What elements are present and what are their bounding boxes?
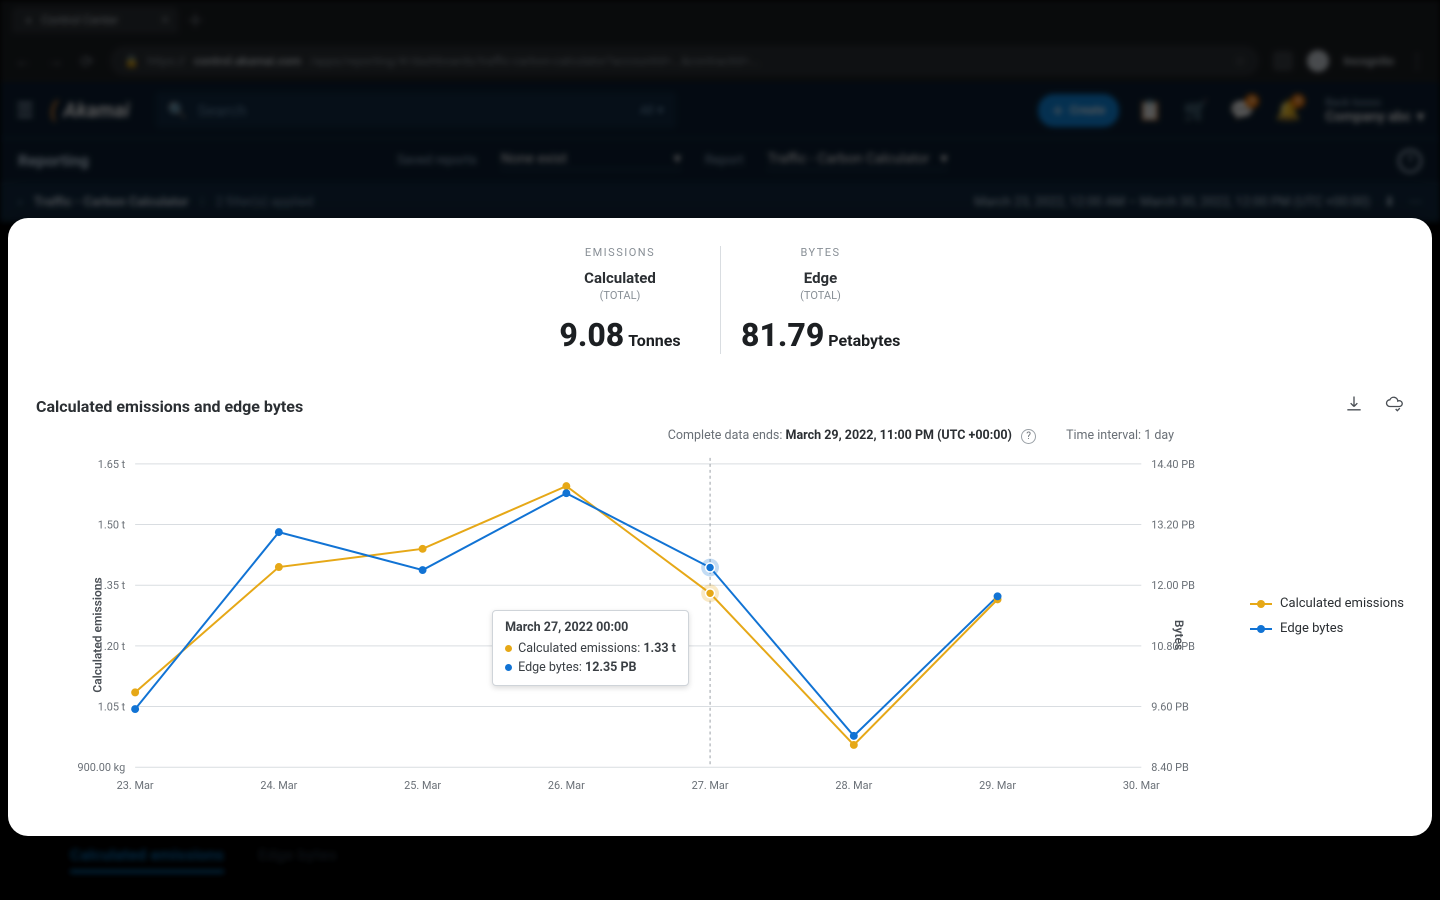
svg-text:25. Mar: 25. Mar [404, 779, 441, 792]
report-modal: EMISSIONS Calculated (TOTAL) 9.08Tonnes … [8, 218, 1432, 836]
svg-text:26. Mar: 26. Mar [548, 779, 585, 792]
svg-text:14.40 PB: 14.40 PB [1151, 458, 1195, 471]
download-icon[interactable]: ⬇ [1384, 195, 1395, 210]
cart-icon[interactable]: 🛒 [1181, 98, 1211, 122]
svg-text:1.65 t: 1.65 t [98, 458, 126, 471]
app-header: ☰ (Akamai 🔍 Search All▾ ＋Create 📋 🛒 💬● 🔔… [0, 82, 1440, 138]
refresh-cloud-icon[interactable] [1384, 394, 1404, 418]
browser-tab[interactable]: ◐Control Center✕ [12, 7, 178, 33]
tab-calculated-emissions[interactable]: Calculated emissions [70, 845, 224, 873]
svg-text:8.40 PB: 8.40 PB [1151, 761, 1189, 774]
svg-text:28. Mar: 28. Mar [835, 779, 872, 792]
svg-text:1.50 t: 1.50 t [98, 519, 126, 532]
brand-logo[interactable]: (Akamai [50, 98, 130, 123]
legend-item-bytes[interactable]: Edge bytes [1250, 621, 1404, 636]
svg-text:10.80 PB: 10.80 PB [1151, 640, 1195, 653]
svg-text:13.20 PB: 13.20 PB [1151, 519, 1195, 532]
search-icon: 🔍 [168, 101, 188, 120]
report-crumb-row: ‹ Traffic - Carbon Calculator | 2 filter… [0, 182, 1440, 222]
svg-text:24. Mar: 24. Mar [260, 779, 297, 792]
filters-link[interactable]: 2 filter(s) applied [216, 195, 314, 210]
lock-icon: 🔒 [124, 54, 139, 68]
svg-text:1.35 t: 1.35 t [98, 579, 126, 592]
svg-text:12.00 PB: 12.00 PB [1151, 579, 1195, 592]
chart-svg: 900.00 kg 8.40 PB 1.05 t 9.60 PB 1.20 t 10.80… [36, 450, 1404, 817]
global-search[interactable]: 🔍 Search All▾ [156, 92, 676, 128]
chart-title: Calculated emissions and edge bytes [36, 397, 303, 416]
svg-text:23. Mar: 23. Mar [117, 779, 154, 792]
kpi-row: EMISSIONS Calculated (TOTAL) 9.08Tonnes … [36, 246, 1404, 354]
kpi-emissions: EMISSIONS Calculated (TOTAL) 9.08Tonnes [520, 246, 720, 354]
url-bar[interactable]: 🔒 https://control.akamai.com/apps/report… [110, 46, 1259, 76]
tab-edge-bytes[interactable]: Edge bytes [258, 845, 337, 873]
svg-text:29. Mar: 29. Mar [979, 779, 1016, 792]
saved-reports-select[interactable]: None exist▾ [501, 151, 681, 170]
more-icon[interactable]: ⋯ [1409, 195, 1422, 210]
chat-icon[interactable]: 💬● [1227, 98, 1257, 122]
reload-icon[interactable]: ⟳ [78, 52, 96, 71]
info-icon[interactable]: ? [1021, 429, 1036, 444]
chart-meta: Complete data ends: March 29, 2022, 11:0… [36, 428, 1404, 444]
star-icon[interactable]: ☆ [1235, 54, 1246, 68]
create-button[interactable]: ＋Create [1038, 94, 1119, 127]
svg-text:9.60 PB: 9.60 PB [1151, 701, 1189, 714]
section-tabs: Calculated emissions Edge bytes [70, 845, 337, 873]
menu-icon[interactable]: ☰ [16, 98, 34, 122]
help-icon[interactable]: ? [1398, 149, 1422, 173]
bell-icon[interactable]: 🔔● [1273, 98, 1303, 122]
account-switcher[interactable]: Back toooo Company abc▾ [1325, 96, 1424, 125]
svg-text:900.00 kg: 900.00 kg [77, 761, 125, 774]
browser-menu-icon[interactable]: ⋮ [1408, 51, 1426, 72]
date-range[interactable]: March 23, 2022, 12:00 AM – March 30, 202… [974, 195, 1370, 210]
download-chart-icon[interactable] [1344, 394, 1364, 418]
time-interval-text: Time interval: 1 day [1066, 428, 1174, 444]
profile-avatar[interactable] [1307, 50, 1329, 72]
back-icon[interactable]: ← [14, 51, 32, 71]
extension-icon[interactable] [1273, 51, 1293, 71]
browser-toolbar: ← → ⟳ 🔒 https://control.akamai.com/apps/… [0, 40, 1440, 82]
svg-text:1.20 t: 1.20 t [98, 640, 126, 653]
chart-tooltip: March 27, 2022 00:00 Calculated emission… [492, 610, 689, 686]
close-tab-icon[interactable]: ✕ [160, 13, 170, 27]
chart-area[interactable]: Calculated emissions Bytes 900.00 kg8.40… [36, 450, 1404, 820]
reporting-subheader: Reporting Saved reports None exist▾ Repo… [0, 138, 1440, 182]
complete-data-text: Complete data ends: March 29, 2022, 11:0… [668, 428, 1036, 444]
legend-item-emissions[interactable]: Calculated emissions [1250, 596, 1404, 611]
svg-text:27. Mar: 27. Mar [692, 779, 729, 792]
svg-text:30. Mar: 30. Mar [1123, 779, 1160, 792]
back-chevron-icon[interactable]: ‹ [18, 195, 22, 210]
report-select[interactable]: Traffic - Carbon Calculator▾ [767, 151, 947, 170]
new-tab-button[interactable]: ＋ [186, 7, 204, 33]
chart-legend: Calculated emissions Edge bytes [1250, 596, 1404, 646]
clipboard-icon[interactable]: 📋 [1135, 98, 1165, 122]
forward-icon[interactable]: → [46, 51, 64, 71]
section-title: Reporting [18, 151, 89, 170]
browser-tabstrip: ◐Control Center✕ ＋ [0, 0, 1440, 40]
svg-text:1.05 t: 1.05 t [98, 701, 126, 714]
chart-header: Calculated emissions and edge bytes [36, 394, 1404, 418]
incognito-badge: Incognito [1343, 54, 1394, 68]
kpi-bytes: BYTES Edge (TOTAL) 81.79Petabytes [720, 246, 920, 354]
